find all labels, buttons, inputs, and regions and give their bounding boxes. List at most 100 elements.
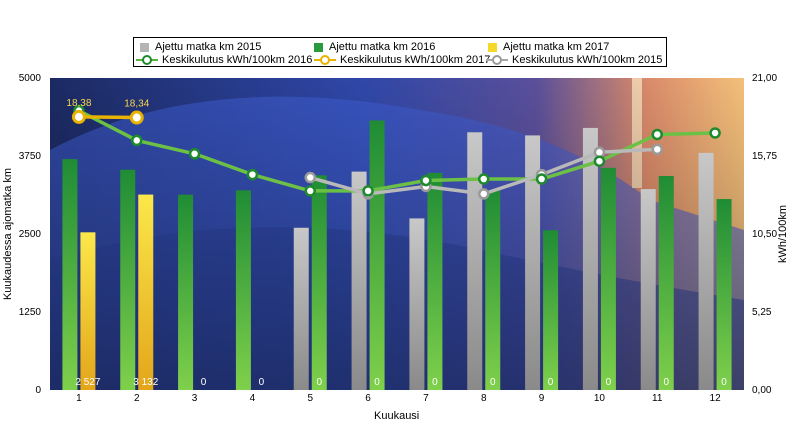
legend-line-swatch-2016 [136, 55, 158, 65]
legend-line-swatch-2015 [486, 55, 508, 65]
x-tick-label: 4 [250, 393, 256, 404]
legend-label: Keskikulutus kWh/100km 2017 [340, 54, 491, 66]
legend-line-2015: Keskikulutus kWh/100km 2015 [486, 53, 662, 67]
bar-ajettu-matka-km-2015-12 [698, 152, 714, 390]
plot-background [50, 78, 744, 391]
bar-ajettu-matka-km-2015-11 [640, 189, 656, 390]
point-0-9 [535, 173, 548, 185]
point-2-5 [304, 171, 316, 184]
y-axis-right-title: kWh/100km [777, 204, 790, 264]
labels-layer: 2 527 3 132 0 0 0 0 0 0 0 0 0 0 18,38 18,34 [66, 98, 727, 388]
bar-ajettu-matka-km-2016-4 [235, 190, 251, 390]
y-right-tick-label: 21,00 [752, 73, 777, 84]
bars-layer [62, 120, 732, 391]
point-1-1 [71, 109, 86, 124]
legend-swatch-2017 [488, 42, 497, 52]
bar-value-label-2017-3: 0 [201, 377, 207, 388]
x-tick-label: 6 [365, 393, 371, 404]
y-left-tick-label: 1250 [19, 307, 42, 318]
bar-value-label-2017-9: 0 [548, 377, 554, 388]
point-0-12 [709, 127, 721, 139]
legend-swatch-2015 [140, 42, 149, 52]
bar-value-label-2017-11: 0 [663, 377, 669, 388]
legend-label: Keskikulutus kWh/100km 2016 [162, 54, 313, 66]
x-axis-title: Kuukausi [374, 410, 420, 422]
axes-layer: 012502500375050000,005,2510,5015,7521,00… [19, 73, 778, 404]
point-0-4 [246, 168, 259, 181]
y-left-tick-label: 5000 [19, 73, 42, 84]
y-left-tick-label: 3750 [19, 151, 42, 162]
legend-label: Ajettu matka km 2016 [329, 41, 436, 53]
bar-ajettu-matka-km-2015-6 [351, 171, 367, 390]
x-tick-label: 12 [710, 393, 722, 404]
point-0-10 [593, 155, 606, 167]
legend-bar-2017: Ajettu matka km 2017 [488, 40, 609, 54]
bar-ajettu-matka-km-2015-10 [582, 127, 598, 391]
y-right-tick-label: 15,75 [752, 151, 777, 162]
point-0-2 [131, 134, 143, 147]
y-left-tick-label: 2500 [19, 229, 42, 240]
lines-layer [71, 104, 721, 200]
legend-label: Keskikulutus kWh/100km 2015 [512, 54, 663, 66]
bar-value-label-2017-10: 0 [606, 377, 612, 388]
y-axis-left-title: Kuukaudessa ajomatka km [2, 167, 15, 301]
legend-line-2017: Keskikulutus kWh/100km 2017 [314, 53, 490, 67]
bar-ajettu-matka-km-2016-11 [658, 175, 674, 390]
legend-swatch-2016 [314, 42, 323, 52]
point-2-8 [478, 188, 490, 200]
bar-ajettu-matka-km-2015-9 [525, 135, 541, 390]
bar-ajettu-matka-km-2016-7 [427, 172, 443, 390]
line-keskikulutus-kwh-100km-2017 [78, 115, 137, 120]
bar-ajettu-matka-km-2016-8 [485, 190, 501, 390]
bar-ajettu-matka-km-2017-1 [80, 232, 96, 390]
y-left-tick-label: 0 [35, 385, 41, 396]
point-2-10 [593, 146, 606, 159]
x-tick-label: 11 [652, 393, 663, 404]
bar-ajettu-matka-km-2015-5 [293, 227, 309, 390]
legend-line-2016: Keskikulutus kWh/100km 2016 [136, 53, 312, 67]
x-tick-label: 9 [539, 393, 545, 404]
point-0-11 [651, 128, 663, 141]
x-tick-label: 7 [423, 393, 429, 404]
point-0-6 [362, 185, 374, 197]
point-1-2 [129, 110, 144, 125]
bar-ajettu-matka-km-2016-6 [369, 120, 385, 390]
x-tick-label: 1 [76, 393, 82, 404]
bar-value-label-2017-5: 0 [316, 377, 322, 388]
bar-ajettu-matka-km-2016-12 [716, 199, 732, 390]
legend-line-swatch-2017 [314, 55, 336, 65]
x-tick-label: 10 [594, 393, 606, 404]
bar-value-label-2017-6: 0 [374, 377, 380, 388]
y-right-tick-label: 10,50 [752, 229, 777, 240]
legend-label: Ajettu matka km 2015 [155, 41, 262, 53]
x-tick-label: 2 [134, 393, 140, 404]
y-right-tick-label: 5,25 [752, 307, 772, 318]
bar-value-label-2017-12: 0 [721, 377, 727, 388]
bar-value-label-2017-4: 0 [259, 377, 265, 388]
x-tick-label: 8 [481, 393, 487, 404]
point-0-5 [304, 185, 316, 197]
line-value-label-2017-2: 18,34 [124, 99, 149, 110]
line-value-label-2017-1: 18,38 [66, 98, 91, 109]
bar-ajettu-matka-km-2016-3 [178, 194, 194, 390]
bar-ajettu-matka-km-2016-1 [62, 159, 78, 390]
bar-value-label-2017-7: 0 [432, 377, 438, 388]
bar-value-label-2017-1: 2 527 [75, 377, 100, 388]
point-0-7 [420, 174, 432, 187]
bar-ajettu-matka-km-2015-7 [409, 218, 425, 390]
y-right-tick-label: 0,00 [752, 385, 772, 396]
bar-ajettu-matka-km-2016-2 [120, 169, 136, 390]
bar-value-label-2017-8: 0 [490, 377, 496, 388]
bar-ajettu-matka-km-2015-8 [467, 132, 483, 390]
legend-bar-2015: Ajettu matka km 2015 [140, 40, 261, 54]
x-tick-label: 5 [307, 393, 313, 404]
x-tick-label: 3 [192, 393, 198, 404]
legend: Ajettu matka km 2015 Ajettu matka km 201… [133, 37, 667, 67]
bar-ajettu-matka-km-2017-2 [138, 194, 154, 390]
point-2-11 [651, 143, 663, 156]
bar-ajettu-matka-km-2016-5 [311, 175, 327, 390]
legend-bar-2016: Ajettu matka km 2016 [314, 40, 435, 54]
legend-label: Ajettu matka km 2017 [503, 41, 610, 53]
point-0-8 [478, 173, 490, 185]
